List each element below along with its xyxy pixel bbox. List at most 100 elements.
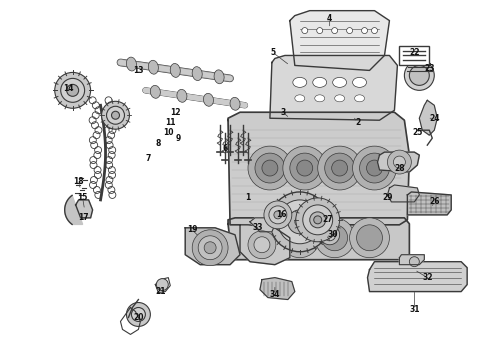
Text: 20: 20 xyxy=(133,313,144,322)
Ellipse shape xyxy=(192,67,202,81)
Ellipse shape xyxy=(214,70,224,84)
Circle shape xyxy=(198,236,222,260)
Circle shape xyxy=(283,146,327,190)
Circle shape xyxy=(310,212,326,228)
Text: 2: 2 xyxy=(355,118,360,127)
Text: 16: 16 xyxy=(277,210,287,219)
Text: 1: 1 xyxy=(245,193,250,202)
Circle shape xyxy=(61,78,85,102)
Polygon shape xyxy=(407,192,451,215)
Text: 7: 7 xyxy=(146,154,151,163)
Polygon shape xyxy=(270,55,397,120)
Circle shape xyxy=(346,28,353,33)
Text: 27: 27 xyxy=(322,215,333,224)
Text: 28: 28 xyxy=(394,163,405,172)
Circle shape xyxy=(274,211,282,219)
Circle shape xyxy=(409,257,419,267)
Circle shape xyxy=(270,192,330,252)
Circle shape xyxy=(367,160,383,176)
Circle shape xyxy=(287,225,313,251)
Circle shape xyxy=(106,106,124,124)
Text: 3: 3 xyxy=(280,108,286,117)
Text: 4: 4 xyxy=(327,14,332,23)
Polygon shape xyxy=(290,11,390,71)
Circle shape xyxy=(295,217,305,227)
Circle shape xyxy=(248,146,292,190)
Text: 29: 29 xyxy=(382,193,392,202)
Polygon shape xyxy=(260,278,295,300)
Text: 11: 11 xyxy=(165,118,175,127)
Circle shape xyxy=(327,232,333,238)
Text: 21: 21 xyxy=(155,287,166,296)
Circle shape xyxy=(360,153,390,183)
Polygon shape xyxy=(368,262,467,292)
Circle shape xyxy=(248,231,276,259)
Polygon shape xyxy=(399,255,424,265)
Circle shape xyxy=(332,160,347,176)
Circle shape xyxy=(315,218,355,258)
Circle shape xyxy=(314,216,322,224)
Circle shape xyxy=(67,84,78,96)
Circle shape xyxy=(325,153,355,183)
Text: 9: 9 xyxy=(175,134,181,143)
Circle shape xyxy=(278,200,322,244)
Text: 23: 23 xyxy=(424,64,435,73)
Ellipse shape xyxy=(177,89,187,102)
Polygon shape xyxy=(377,152,419,172)
Text: 14: 14 xyxy=(63,84,74,93)
Circle shape xyxy=(126,302,150,327)
Circle shape xyxy=(269,206,287,224)
Ellipse shape xyxy=(355,95,365,102)
Circle shape xyxy=(112,111,120,119)
Circle shape xyxy=(252,225,278,251)
Text: 8: 8 xyxy=(156,139,161,148)
Circle shape xyxy=(101,101,129,129)
Text: 31: 31 xyxy=(409,305,419,314)
Circle shape xyxy=(296,198,340,242)
Text: 10: 10 xyxy=(163,128,173,137)
Polygon shape xyxy=(75,200,93,218)
Ellipse shape xyxy=(230,97,240,110)
Ellipse shape xyxy=(293,77,307,87)
Circle shape xyxy=(302,28,308,33)
Circle shape xyxy=(255,153,285,183)
Circle shape xyxy=(362,28,368,33)
Ellipse shape xyxy=(333,77,346,87)
Polygon shape xyxy=(419,100,437,135)
Text: 33: 33 xyxy=(253,223,263,232)
Circle shape xyxy=(324,229,336,241)
Circle shape xyxy=(393,156,405,168)
Ellipse shape xyxy=(353,77,367,87)
Ellipse shape xyxy=(150,85,160,98)
Polygon shape xyxy=(228,218,409,260)
Circle shape xyxy=(357,225,383,251)
Text: 22: 22 xyxy=(409,48,419,57)
Ellipse shape xyxy=(126,57,137,71)
Circle shape xyxy=(262,160,278,176)
Circle shape xyxy=(349,218,390,258)
Circle shape xyxy=(322,225,347,251)
Circle shape xyxy=(404,60,434,90)
Ellipse shape xyxy=(148,60,158,74)
Text: 24: 24 xyxy=(429,114,440,123)
Polygon shape xyxy=(185,228,240,265)
Circle shape xyxy=(297,160,313,176)
Circle shape xyxy=(332,28,338,33)
Circle shape xyxy=(290,153,319,183)
Polygon shape xyxy=(240,225,290,265)
Circle shape xyxy=(353,146,396,190)
Ellipse shape xyxy=(170,63,180,77)
Circle shape xyxy=(371,28,377,33)
Circle shape xyxy=(192,230,228,266)
Text: 26: 26 xyxy=(429,197,440,206)
Circle shape xyxy=(303,205,333,235)
Polygon shape xyxy=(228,112,409,225)
Circle shape xyxy=(280,218,319,258)
Circle shape xyxy=(254,237,270,253)
Circle shape xyxy=(204,242,216,254)
FancyBboxPatch shape xyxy=(399,45,429,66)
Polygon shape xyxy=(250,218,275,232)
Text: 13: 13 xyxy=(133,66,144,75)
Circle shape xyxy=(288,210,312,234)
Text: 32: 32 xyxy=(422,273,433,282)
